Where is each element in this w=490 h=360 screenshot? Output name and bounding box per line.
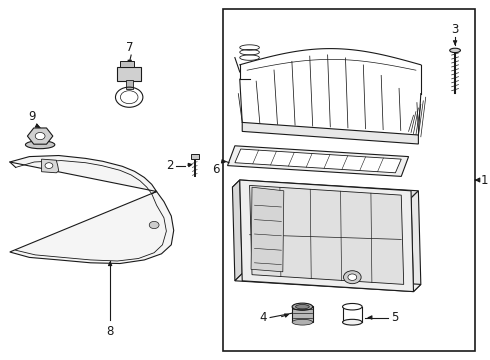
Ellipse shape [343,319,362,325]
Ellipse shape [292,319,313,325]
Polygon shape [232,180,242,281]
Ellipse shape [292,303,313,310]
Circle shape [149,221,159,229]
Ellipse shape [25,141,55,149]
Text: 2: 2 [167,159,174,172]
Bar [126,80,133,89]
Ellipse shape [450,48,461,53]
Polygon shape [249,185,404,284]
Bar [120,61,134,67]
Bar [118,67,141,81]
Polygon shape [235,149,401,173]
Polygon shape [232,180,418,198]
Polygon shape [227,146,409,176]
Polygon shape [235,274,421,292]
Text: 9: 9 [28,110,36,123]
Text: 5: 5 [392,311,399,324]
Text: 1: 1 [481,174,488,186]
Polygon shape [242,122,418,144]
Polygon shape [240,180,414,292]
Polygon shape [42,159,59,173]
Bar [292,306,313,322]
Circle shape [348,274,357,280]
Circle shape [343,271,361,284]
Circle shape [45,163,53,168]
Bar [222,9,475,351]
Text: 7: 7 [126,41,133,54]
Ellipse shape [295,305,309,309]
Text: 3: 3 [451,23,459,36]
Polygon shape [251,187,284,272]
Circle shape [35,132,45,140]
Polygon shape [10,156,174,264]
Polygon shape [411,191,421,292]
Bar [191,154,198,159]
Text: 8: 8 [106,325,114,338]
Ellipse shape [343,303,362,310]
Text: 6: 6 [212,163,219,176]
Text: 4: 4 [259,311,267,324]
